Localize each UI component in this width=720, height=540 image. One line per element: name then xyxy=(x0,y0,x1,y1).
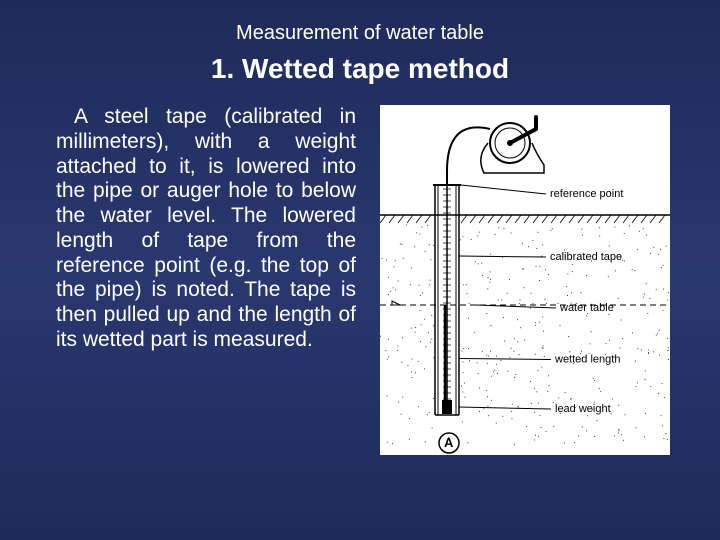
slide: Measurement of water table 1. Wetted tap… xyxy=(0,0,720,540)
body-text: A steel tape (calibrated in millimeters)… xyxy=(56,105,356,455)
svg-text:calibrated tape: calibrated tape xyxy=(550,251,622,263)
figure-svg: reference point calibrated tape water tabl… xyxy=(380,105,670,455)
figure-wetted-tape: reference point calibrated tape water tabl… xyxy=(380,105,670,455)
slide-title: 1. Wetted tape method xyxy=(0,53,720,85)
svg-text:water table: water table xyxy=(559,302,614,314)
slide-subtitle: Measurement of water table xyxy=(0,0,720,45)
content-row: A steel tape (calibrated in millimeters)… xyxy=(0,105,720,455)
svg-text:A: A xyxy=(444,435,454,450)
svg-text:wetted length: wetted length xyxy=(554,354,620,366)
svg-text:lead weight: lead weight xyxy=(555,403,611,415)
svg-text:reference point: reference point xyxy=(550,188,623,200)
